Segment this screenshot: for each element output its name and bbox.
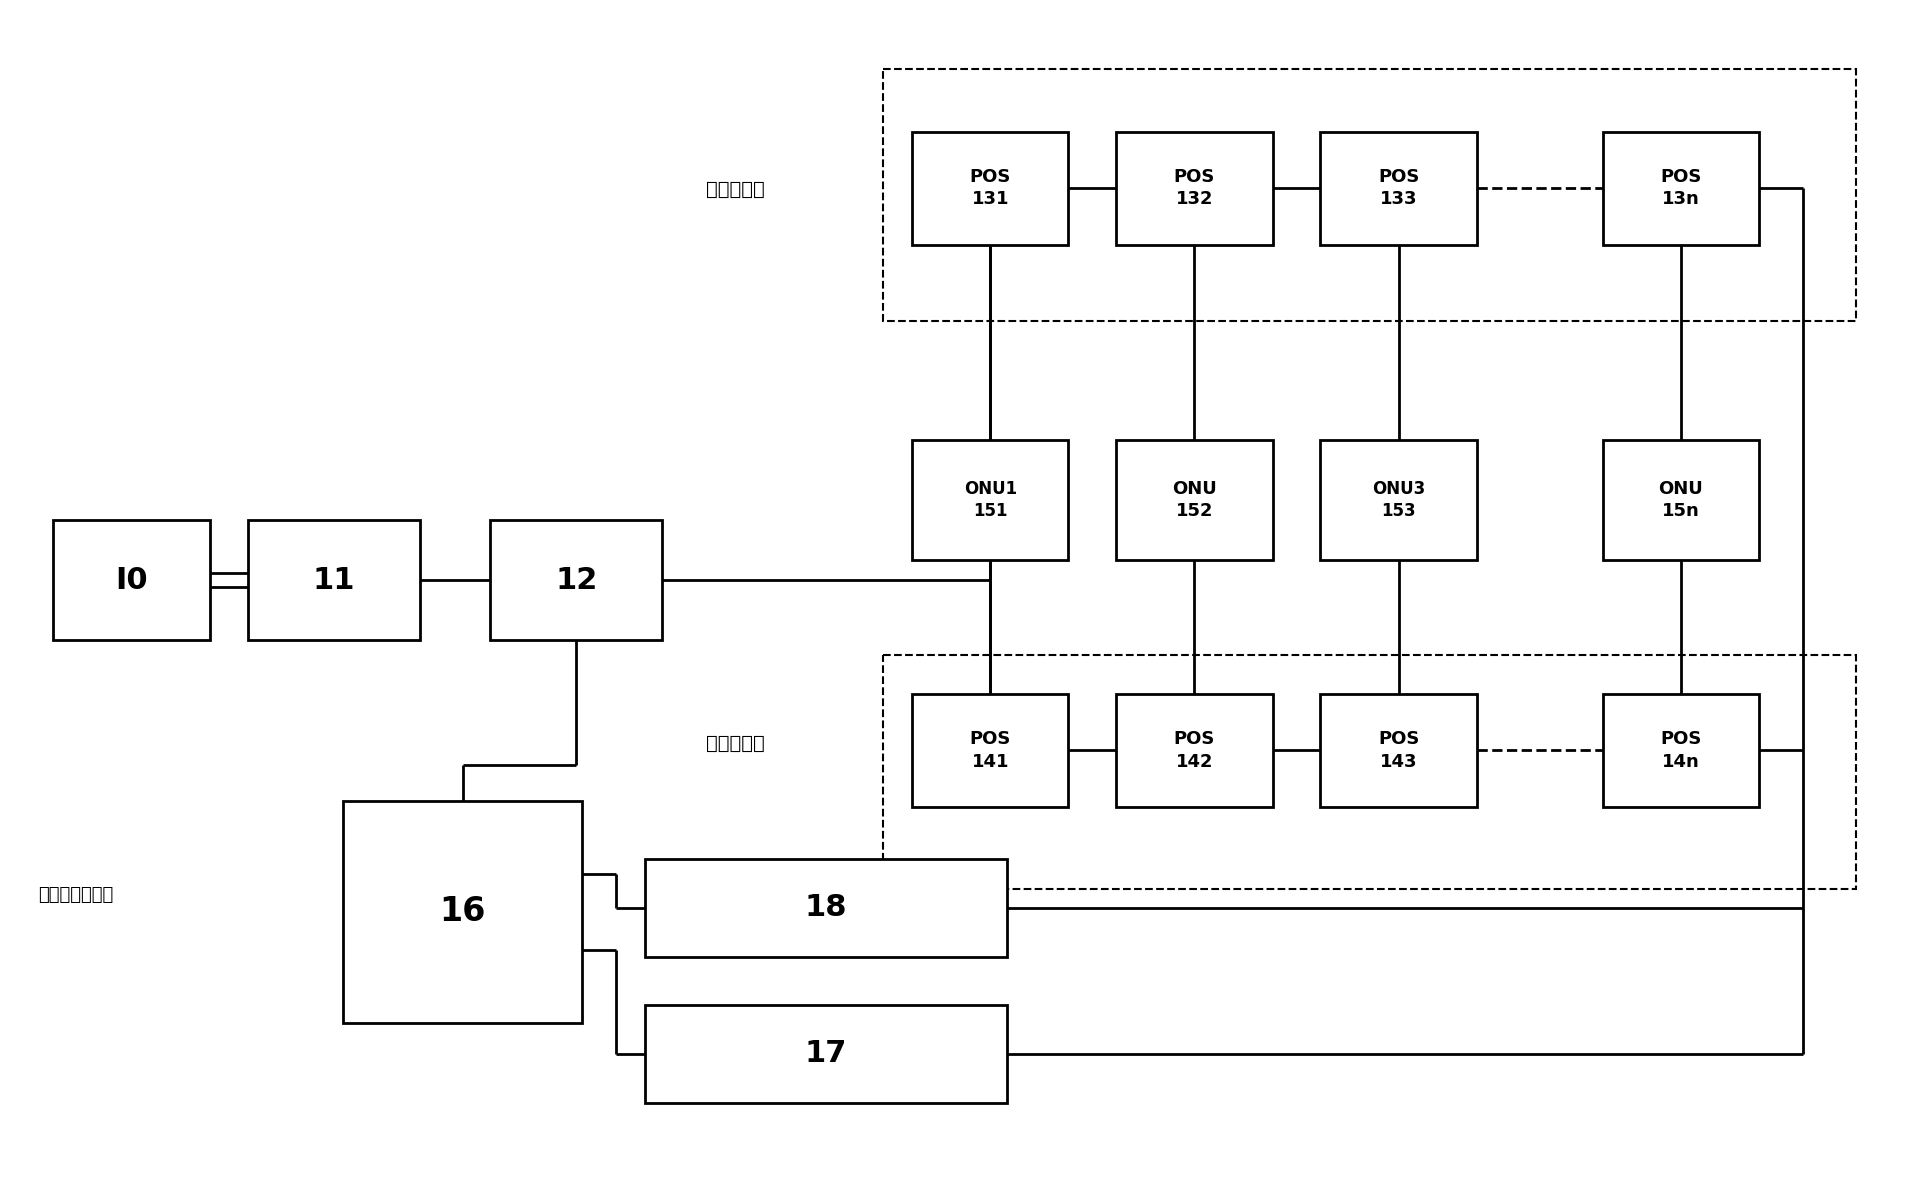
Text: POS
13n: POS 13n [1659, 169, 1701, 208]
Text: 16: 16 [439, 896, 486, 928]
FancyBboxPatch shape [1116, 132, 1272, 245]
Text: 第一条支路: 第一条支路 [706, 179, 765, 199]
FancyBboxPatch shape [490, 520, 662, 640]
FancyBboxPatch shape [1602, 694, 1758, 807]
FancyBboxPatch shape [343, 801, 582, 1023]
Text: POS
132: POS 132 [1173, 169, 1215, 208]
Text: POS
142: POS 142 [1173, 731, 1215, 770]
Text: POS
133: POS 133 [1377, 169, 1419, 208]
FancyBboxPatch shape [1320, 440, 1476, 560]
Text: 第二条之路: 第二条之路 [706, 734, 765, 753]
Text: POS
131: POS 131 [969, 169, 1011, 208]
FancyBboxPatch shape [53, 520, 210, 640]
FancyBboxPatch shape [912, 132, 1068, 245]
FancyBboxPatch shape [1320, 132, 1476, 245]
Text: POS
141: POS 141 [969, 731, 1011, 770]
Text: ONU3
153: ONU3 153 [1371, 480, 1425, 520]
Text: ONU1
151: ONU1 151 [963, 480, 1016, 520]
Text: ONU
15n: ONU 15n [1657, 480, 1703, 520]
FancyBboxPatch shape [1602, 440, 1758, 560]
Text: ONU
152: ONU 152 [1171, 480, 1217, 520]
Text: POS
143: POS 143 [1377, 731, 1419, 770]
FancyBboxPatch shape [1320, 694, 1476, 807]
Text: 18: 18 [805, 893, 847, 922]
FancyBboxPatch shape [248, 520, 420, 640]
Text: 11: 11 [313, 566, 355, 594]
Text: 12: 12 [555, 566, 597, 594]
FancyBboxPatch shape [1116, 440, 1272, 560]
FancyBboxPatch shape [1602, 132, 1758, 245]
FancyBboxPatch shape [1116, 694, 1272, 807]
Text: 连接系统服务器: 连接系统服务器 [38, 885, 113, 904]
FancyBboxPatch shape [912, 694, 1068, 807]
Text: 17: 17 [805, 1039, 847, 1068]
FancyBboxPatch shape [645, 1005, 1007, 1103]
FancyBboxPatch shape [912, 440, 1068, 560]
Text: I0: I0 [114, 566, 149, 594]
FancyBboxPatch shape [645, 859, 1007, 957]
Text: POS
14n: POS 14n [1659, 731, 1701, 770]
